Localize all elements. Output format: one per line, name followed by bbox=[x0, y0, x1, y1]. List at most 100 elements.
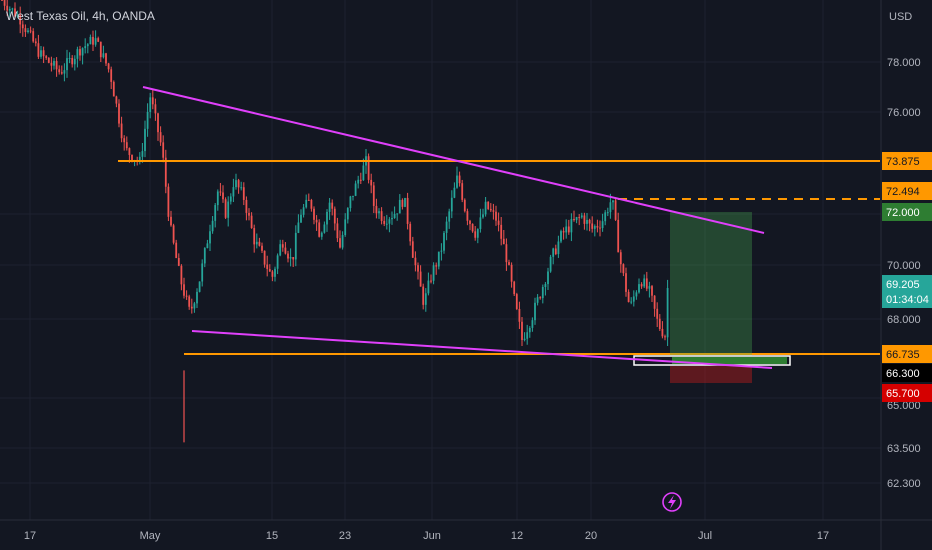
candle-body bbox=[138, 156, 141, 161]
price-tick-label: 65.000 bbox=[887, 400, 921, 412]
upper-trend-line[interactable] bbox=[142, 86, 765, 234]
candlestick-series bbox=[1, 0, 669, 443]
candle-body bbox=[258, 241, 261, 246]
candle-body bbox=[53, 61, 55, 66]
candle-body bbox=[281, 244, 284, 248]
candle-body bbox=[99, 41, 102, 58]
time-tick-label: 17 bbox=[817, 530, 829, 542]
candle-body bbox=[232, 187, 235, 197]
price-tag-label: 66.735 bbox=[886, 349, 920, 361]
candle-body bbox=[248, 212, 250, 216]
candle-body bbox=[310, 199, 313, 209]
candle-body bbox=[240, 187, 243, 189]
candle-body bbox=[42, 50, 45, 57]
candle-body bbox=[580, 215, 583, 218]
candle-body bbox=[73, 58, 76, 65]
grid-lines bbox=[0, 0, 881, 520]
candle-body bbox=[131, 154, 133, 161]
candle-body bbox=[305, 199, 308, 208]
candle-body bbox=[177, 257, 180, 266]
candle-body bbox=[635, 292, 638, 297]
candle-body bbox=[630, 301, 633, 303]
candle-body bbox=[164, 157, 167, 187]
candle-body bbox=[505, 244, 508, 263]
candle-body bbox=[547, 271, 549, 285]
stop-zone[interactable] bbox=[670, 366, 752, 383]
candle-body bbox=[250, 215, 253, 229]
candle-body bbox=[409, 223, 412, 242]
candle-body bbox=[34, 41, 37, 44]
candle-body bbox=[341, 235, 344, 248]
flash-icon[interactable] bbox=[662, 492, 682, 512]
candle-body bbox=[97, 38, 100, 42]
candle-body bbox=[588, 219, 591, 224]
price-tag-box bbox=[882, 152, 932, 170]
candle-body bbox=[367, 156, 370, 180]
candle-body bbox=[557, 241, 560, 255]
candle-body bbox=[32, 31, 35, 42]
candle-body bbox=[141, 151, 144, 157]
candle-body bbox=[81, 48, 84, 56]
candle-body bbox=[521, 321, 523, 340]
target-zone[interactable] bbox=[670, 212, 752, 356]
candle-body bbox=[92, 36, 94, 45]
candle-body bbox=[632, 296, 635, 302]
time-tick-label: Jul bbox=[698, 530, 712, 542]
candle-body bbox=[380, 211, 383, 221]
candle-body bbox=[541, 287, 544, 299]
candle-body bbox=[336, 223, 339, 239]
candle-body bbox=[526, 332, 529, 339]
lower-trend-line[interactable] bbox=[191, 330, 773, 369]
candle-body bbox=[193, 303, 196, 309]
candle-body bbox=[253, 228, 256, 245]
candle-body bbox=[385, 223, 388, 225]
candle-body bbox=[313, 208, 315, 220]
candle-body bbox=[188, 296, 191, 307]
candle-body bbox=[276, 255, 279, 269]
candle-body bbox=[289, 257, 292, 259]
candle-body bbox=[45, 56, 48, 58]
candle-body bbox=[443, 232, 445, 251]
candle-body bbox=[474, 231, 477, 238]
candle-body bbox=[333, 208, 336, 224]
candle-body bbox=[456, 175, 458, 188]
candle-body bbox=[544, 284, 547, 288]
price-tick-label: 62.300 bbox=[887, 478, 921, 490]
candle-body bbox=[86, 44, 89, 47]
candle-body bbox=[354, 183, 357, 196]
candle-body bbox=[586, 219, 588, 224]
candle-body bbox=[388, 219, 391, 224]
candle-body bbox=[476, 228, 479, 238]
candle-body bbox=[146, 111, 149, 129]
candle-body bbox=[357, 179, 360, 184]
candle-body bbox=[245, 199, 248, 213]
candle-body bbox=[19, 15, 22, 25]
candle-body bbox=[573, 218, 575, 221]
price-tag-box bbox=[882, 275, 932, 293]
candle-body bbox=[651, 286, 653, 296]
candle-body bbox=[510, 264, 513, 282]
candle-body bbox=[375, 205, 378, 214]
candle-body bbox=[144, 128, 146, 152]
price-tag-label: 72.494 bbox=[886, 186, 920, 198]
time-tick-label: 12 bbox=[511, 530, 523, 542]
candle-body bbox=[76, 49, 79, 59]
candle-body bbox=[437, 251, 440, 267]
candle-body bbox=[432, 265, 435, 281]
candle-body bbox=[157, 113, 159, 133]
candle-body bbox=[339, 238, 341, 248]
candle-body bbox=[287, 253, 289, 259]
candle-body bbox=[209, 231, 211, 244]
price-tick-labels: 78.000 76.000 72.000 70.000 68.000 65.000 63.5… bbox=[887, 57, 921, 490]
candle-body bbox=[417, 265, 419, 272]
candle-body bbox=[263, 250, 266, 265]
candle-body bbox=[359, 179, 362, 181]
candle-body bbox=[424, 293, 427, 305]
candle-body bbox=[606, 212, 609, 214]
candle-body bbox=[115, 96, 118, 104]
price-tick-label: 76.000 bbox=[887, 107, 921, 119]
candle-body bbox=[1, 0, 3, 1]
candle-body bbox=[567, 226, 570, 233]
